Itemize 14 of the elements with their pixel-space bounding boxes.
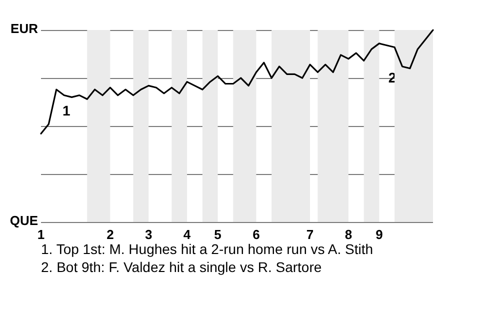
text: 2. Bot 9th: F. Valdez hit a single vs R. Sartore xyxy=(41,259,322,275)
x-tick-label: 5 xyxy=(214,227,222,242)
text: QUE xyxy=(10,213,38,228)
x-tick-label: 7 xyxy=(306,227,314,242)
text: 1. Top 1st: M. Hughes hit a 2-run home run vs A. Stith xyxy=(41,241,374,257)
x-tick-label: 9 xyxy=(376,227,383,242)
x-tick-label: 8 xyxy=(344,227,352,242)
annotation: 1 xyxy=(62,102,70,119)
text: EUR xyxy=(10,21,39,36)
x-tick-label: 2 xyxy=(106,227,114,242)
x-tick-label: 1 xyxy=(37,227,45,242)
x-tick-label: 3 xyxy=(144,227,152,242)
x-tick-label: 4 xyxy=(183,227,192,242)
x-tick-label: 6 xyxy=(252,227,260,242)
